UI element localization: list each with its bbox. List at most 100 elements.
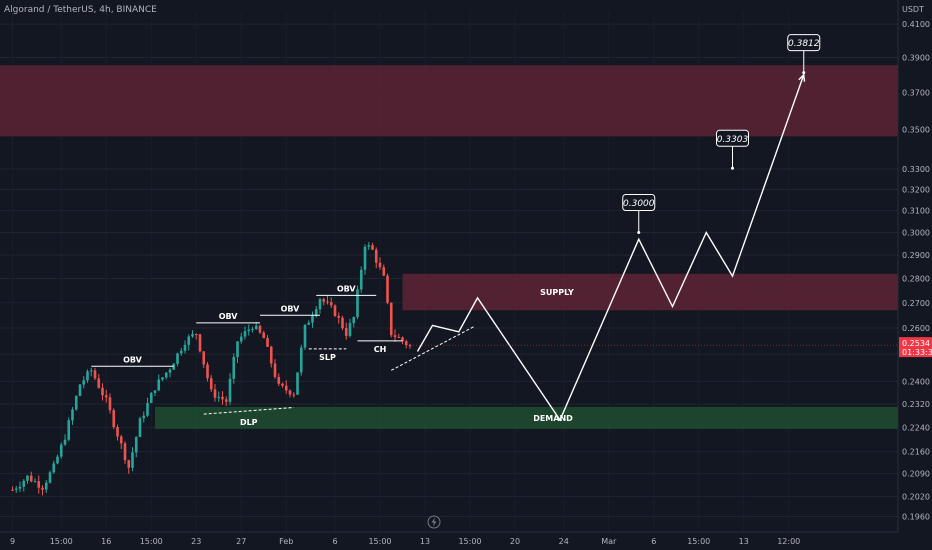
price-tick-label: 0.3200 [902, 185, 930, 194]
candle-body [348, 323, 352, 336]
price-tick-label: 0.2800 [902, 275, 930, 284]
time-tick-label: 15:00 [687, 537, 710, 546]
candle-body [63, 439, 67, 445]
candle-body [116, 427, 119, 437]
candle-body [153, 390, 157, 393]
candle-body [371, 245, 374, 250]
projection [391, 73, 806, 422]
candle-body [89, 370, 93, 372]
last-price-value: 0.2534 [902, 339, 930, 348]
callout-text: 0.3812 [788, 39, 820, 49]
annotation-label-obv: OBV [219, 312, 239, 321]
candle-body [93, 370, 97, 379]
callout-text: 0.3303 [717, 135, 749, 145]
candle-body [269, 346, 273, 364]
candle-body [168, 369, 172, 373]
price-tick-label: 0.2320 [902, 400, 930, 409]
candle-body [258, 325, 262, 333]
candle-body [56, 456, 59, 464]
candle-body [356, 289, 359, 318]
candle-body [374, 249, 378, 263]
candle-body [108, 397, 112, 411]
candle-body [191, 333, 194, 337]
candle-body [303, 324, 307, 348]
candle-body [183, 344, 187, 351]
candle-body [262, 332, 266, 339]
candle-body [104, 395, 108, 398]
candle-body [401, 337, 404, 342]
time-tick-label: 16 [101, 537, 111, 546]
candle-body [307, 322, 311, 325]
candle-body [86, 371, 89, 381]
candle-body [138, 418, 142, 438]
candle-body [41, 487, 44, 490]
price-tick-label: 0.1960 [902, 513, 930, 522]
time-tick-label: 15:00 [140, 537, 163, 546]
candle-body [397, 336, 401, 338]
price-tick-label: 0.2700 [902, 299, 930, 308]
time-tick-label: 15:00 [368, 537, 391, 546]
lightning-icon[interactable] [427, 515, 441, 529]
annotation-label-dlp: DLP [240, 418, 258, 427]
candle-body [78, 384, 82, 397]
candle-body [52, 463, 56, 473]
candle-body [393, 335, 397, 337]
callout-box [787, 34, 821, 52]
candle-body [18, 486, 22, 489]
annotations: OBV OBV OBV OBV DLP SLP CH [91, 284, 403, 427]
time-tick-label: 9 [10, 537, 15, 546]
candle-body [296, 372, 299, 395]
price-tick-label: 0.2090 [902, 470, 930, 479]
candle-body [22, 480, 26, 487]
candle-body [131, 452, 134, 468]
candle-body [74, 396, 78, 410]
price-tick-label: 0.2240 [902, 423, 930, 432]
price-tick-label: 0.2160 [902, 448, 930, 457]
candle-body [236, 341, 239, 358]
candle-body [337, 316, 341, 318]
zones: SUPPLY DEMAND [0, 65, 898, 429]
candle-body [217, 396, 221, 398]
annotation-label-ch: CH [374, 345, 387, 354]
candle-body [82, 380, 86, 385]
time-tick-label: 27 [236, 537, 246, 546]
time-tick-label: Mar [601, 537, 617, 546]
candle-body [239, 336, 243, 342]
countdown-value: 01:33:31 [902, 348, 932, 357]
candle-body [142, 415, 146, 419]
price-tick-label: 0.3300 [902, 165, 930, 174]
candle-body [202, 351, 206, 365]
candle-body [209, 378, 213, 390]
currency-label: USDT [902, 5, 924, 14]
callout-point [731, 166, 734, 170]
candle-body [14, 488, 18, 490]
candle-body [206, 364, 209, 379]
annotation-label-slp: SLP [319, 353, 336, 362]
candle-body [254, 325, 258, 330]
zone-label-demand: DEMAND [533, 414, 573, 423]
candle-body [67, 420, 71, 440]
annotation-line-dlp [203, 407, 294, 415]
candle-body [367, 245, 371, 247]
price-axis-bg[interactable] [898, 0, 932, 550]
price-tick-label: 0.2020 [902, 492, 930, 501]
time-axis[interactable]: 9 15:00 16 15:00 23 27 Feb 6 15:00 13 15:00 20 24 Mar… [10, 537, 800, 546]
candle-body [378, 262, 382, 268]
candle-body [344, 328, 348, 336]
candle-body [389, 302, 393, 336]
candle-body [221, 396, 224, 400]
time-tick-label: Feb [279, 537, 293, 546]
trendline [391, 326, 474, 371]
candle-body [408, 345, 412, 347]
annotation-label-obv: OBV [123, 355, 143, 364]
symbol-title[interactable]: Algorand / TetherUS, 4h, BINANCE [4, 5, 157, 15]
candle-body [232, 357, 236, 379]
price-axis: 0.4100 0.3900 0.3700 0.3500 0.3300 0.3200 0.31… [902, 20, 930, 521]
annotation-label-obv: OBV [337, 284, 357, 293]
price-tick-label: 0.3900 [902, 53, 930, 62]
candle-body [179, 350, 183, 354]
candle-body [266, 338, 269, 347]
callouts: 0.3000 0.3303 0.3812 [622, 34, 821, 235]
candle-body [311, 315, 314, 323]
